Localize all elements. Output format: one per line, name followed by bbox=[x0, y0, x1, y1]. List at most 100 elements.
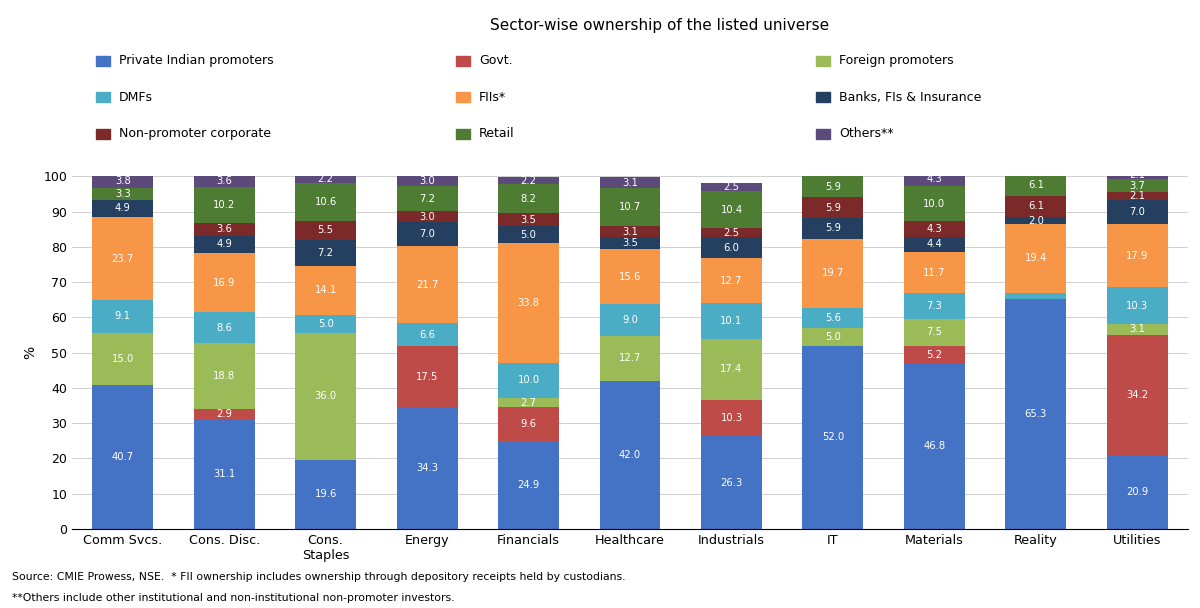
Bar bbox=[92, 217, 154, 300]
Text: 4.3: 4.3 bbox=[926, 174, 942, 184]
Bar bbox=[701, 192, 762, 228]
Bar bbox=[701, 237, 762, 258]
Bar bbox=[1106, 171, 1168, 179]
Text: 36.0: 36.0 bbox=[314, 392, 337, 401]
Text: 3.5: 3.5 bbox=[622, 238, 638, 248]
Text: 5.0: 5.0 bbox=[521, 229, 536, 240]
Text: 3.0: 3.0 bbox=[419, 212, 434, 221]
Bar bbox=[803, 159, 863, 176]
Text: 10.3: 10.3 bbox=[720, 413, 743, 423]
Bar bbox=[600, 381, 660, 529]
Text: 17.5: 17.5 bbox=[416, 372, 438, 382]
Bar bbox=[600, 226, 660, 237]
Bar bbox=[295, 184, 356, 221]
Bar bbox=[904, 221, 965, 237]
Text: 21.7: 21.7 bbox=[416, 280, 438, 290]
Text: 34.3: 34.3 bbox=[416, 463, 438, 474]
Bar bbox=[1006, 292, 1067, 299]
Text: Govt.: Govt. bbox=[479, 54, 512, 67]
Text: 9.1: 9.1 bbox=[115, 311, 131, 322]
Text: 26.3: 26.3 bbox=[720, 478, 743, 488]
Text: 2.5: 2.5 bbox=[724, 182, 739, 192]
Text: 5.5: 5.5 bbox=[318, 226, 334, 235]
Text: 24.9: 24.9 bbox=[517, 480, 540, 490]
Text: 16.9: 16.9 bbox=[212, 278, 235, 288]
Text: 12.7: 12.7 bbox=[619, 353, 641, 364]
Bar bbox=[498, 184, 559, 213]
Bar bbox=[701, 303, 762, 339]
Text: DMFs: DMFs bbox=[119, 91, 152, 104]
Bar bbox=[397, 323, 457, 347]
Bar bbox=[904, 237, 965, 252]
Text: 3.5: 3.5 bbox=[521, 215, 536, 224]
Text: 3.6: 3.6 bbox=[216, 224, 232, 234]
Text: 3.0: 3.0 bbox=[419, 176, 434, 185]
Text: 10.3: 10.3 bbox=[1127, 300, 1148, 311]
Text: 10.4: 10.4 bbox=[720, 205, 743, 215]
Text: 5.0: 5.0 bbox=[318, 319, 334, 329]
Bar bbox=[1106, 455, 1168, 529]
Text: 17.9: 17.9 bbox=[1126, 251, 1148, 261]
Text: 5.0: 5.0 bbox=[824, 332, 841, 342]
Bar bbox=[904, 345, 965, 364]
Text: 52.0: 52.0 bbox=[822, 432, 844, 442]
Bar bbox=[1106, 199, 1168, 224]
Bar bbox=[803, 197, 863, 218]
Text: 3.1: 3.1 bbox=[1129, 324, 1145, 334]
Text: 9.6: 9.6 bbox=[521, 420, 536, 429]
Text: 10.0: 10.0 bbox=[923, 199, 946, 209]
Bar bbox=[1006, 196, 1067, 217]
Bar bbox=[397, 175, 457, 186]
Text: 2.0: 2.0 bbox=[1028, 165, 1044, 176]
Bar bbox=[92, 333, 154, 385]
Bar bbox=[193, 313, 254, 343]
Bar bbox=[397, 347, 457, 408]
Bar bbox=[701, 228, 762, 237]
Bar bbox=[701, 258, 762, 303]
Text: 5.6: 5.6 bbox=[824, 313, 841, 323]
Text: 31.1: 31.1 bbox=[214, 469, 235, 479]
Bar bbox=[498, 407, 559, 441]
Text: 42.0: 42.0 bbox=[619, 450, 641, 460]
Bar bbox=[498, 177, 559, 184]
Bar bbox=[1006, 217, 1067, 224]
Bar bbox=[1106, 334, 1168, 455]
Bar bbox=[904, 319, 965, 345]
Text: 2.7: 2.7 bbox=[521, 398, 536, 407]
Text: 7.0: 7.0 bbox=[1129, 207, 1145, 217]
Text: 7.2: 7.2 bbox=[318, 248, 334, 258]
Bar bbox=[904, 364, 965, 529]
Bar bbox=[904, 252, 965, 294]
Bar bbox=[803, 308, 863, 328]
Bar bbox=[600, 305, 660, 336]
Text: 3.6: 3.6 bbox=[216, 176, 232, 185]
Bar bbox=[803, 176, 863, 197]
Bar bbox=[397, 211, 457, 222]
Text: Sector-wise ownership of the listed universe: Sector-wise ownership of the listed univ… bbox=[491, 18, 829, 33]
Bar bbox=[193, 343, 254, 409]
Bar bbox=[803, 239, 863, 308]
Text: 18.8: 18.8 bbox=[214, 371, 235, 381]
Bar bbox=[193, 235, 254, 253]
Bar bbox=[397, 222, 457, 246]
Bar bbox=[701, 436, 762, 529]
Text: 34.2: 34.2 bbox=[1127, 390, 1148, 400]
Text: 11.7: 11.7 bbox=[923, 268, 946, 278]
Text: 4.4: 4.4 bbox=[926, 240, 942, 249]
Text: 10.0: 10.0 bbox=[517, 375, 540, 385]
Text: 3.8: 3.8 bbox=[115, 176, 131, 186]
Bar bbox=[600, 178, 660, 188]
Bar bbox=[1006, 299, 1067, 529]
Text: 2.5: 2.5 bbox=[724, 227, 739, 238]
Bar bbox=[498, 362, 559, 398]
Text: 10.6: 10.6 bbox=[314, 197, 337, 207]
Text: Foreign promoters: Foreign promoters bbox=[839, 54, 954, 67]
Bar bbox=[193, 174, 254, 187]
Text: 17.4: 17.4 bbox=[720, 364, 743, 374]
Text: Non-promoter corporate: Non-promoter corporate bbox=[119, 127, 271, 140]
Text: 20.9: 20.9 bbox=[1126, 487, 1148, 497]
Text: 65.3: 65.3 bbox=[1025, 409, 1046, 419]
Text: 7.3: 7.3 bbox=[926, 302, 942, 311]
Bar bbox=[92, 385, 154, 529]
Bar bbox=[295, 221, 356, 240]
